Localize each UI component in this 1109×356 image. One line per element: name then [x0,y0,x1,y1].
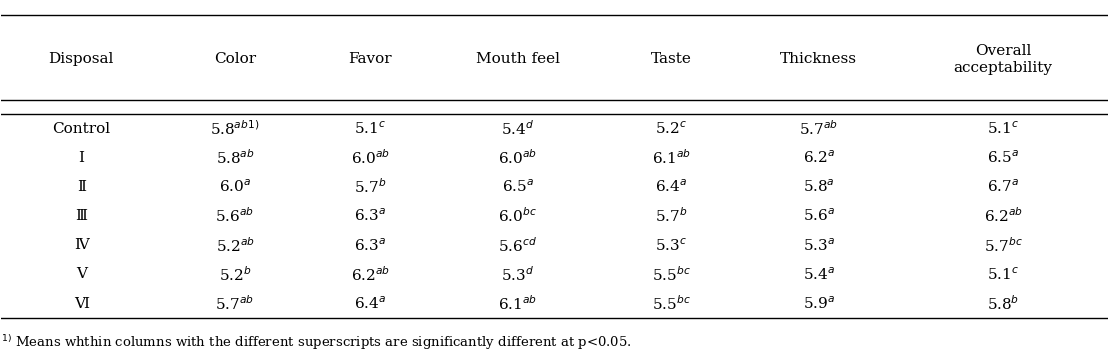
Text: 6.5$^{a}$: 6.5$^{a}$ [501,179,533,195]
Text: 5.1$^{c}$: 5.1$^{c}$ [987,266,1019,283]
Text: Favor: Favor [348,52,391,67]
Text: Color: Color [214,52,256,67]
Text: 6.1$^{ab}$: 6.1$^{ab}$ [498,294,537,313]
Text: 5.3$^{c}$: 5.3$^{c}$ [655,237,688,253]
Text: 6.1$^{ab}$: 6.1$^{ab}$ [652,148,691,167]
Text: 5.6$^{ab}$: 5.6$^{ab}$ [215,207,255,225]
Text: 5.5$^{bc}$: 5.5$^{bc}$ [652,265,691,284]
Text: 6.4$^{a}$: 6.4$^{a}$ [354,295,386,312]
Text: 5.8$^{b}$: 5.8$^{b}$ [987,294,1019,313]
Text: 5.8$^{ab1)}$: 5.8$^{ab1)}$ [211,119,260,138]
Text: Ⅳ: Ⅳ [74,238,89,252]
Text: Ⅴ: Ⅴ [75,267,87,282]
Text: 5.6$^{cd}$: 5.6$^{cd}$ [498,236,537,255]
Text: Overall
acceptability: Overall acceptability [954,44,1052,74]
Text: 5.7$^{bc}$: 5.7$^{bc}$ [984,236,1022,255]
Text: 5.6$^{a}$: 5.6$^{a}$ [803,208,835,224]
Text: 5.2$^{ab}$: 5.2$^{ab}$ [215,236,254,255]
Text: 5.4$^{d}$: 5.4$^{d}$ [501,119,535,138]
Text: 6.0$^{bc}$: 6.0$^{bc}$ [498,207,537,225]
Text: 5.2$^{b}$: 5.2$^{b}$ [218,265,251,284]
Text: 5.3$^{a}$: 5.3$^{a}$ [803,237,835,253]
Text: Taste: Taste [651,52,692,67]
Text: Mouth feel: Mouth feel [476,52,560,67]
Text: 5.7$^{ab}$: 5.7$^{ab}$ [800,119,838,138]
Text: Thickness: Thickness [781,52,857,67]
Text: 6.2$^{ab}$: 6.2$^{ab}$ [984,207,1022,225]
Text: Ⅰ: Ⅰ [79,151,84,165]
Text: 6.7$^{a}$: 6.7$^{a}$ [987,179,1019,195]
Text: 6.0$^{ab}$: 6.0$^{ab}$ [350,148,389,167]
Text: Control: Control [52,122,110,136]
Text: 5.8$^{a}$: 5.8$^{a}$ [803,179,835,195]
Text: 5.4$^{a}$: 5.4$^{a}$ [803,266,835,283]
Text: 5.1$^{c}$: 5.1$^{c}$ [354,120,386,137]
Text: 5.8$^{ab}$: 5.8$^{ab}$ [215,148,254,167]
Text: 5.1$^{c}$: 5.1$^{c}$ [987,120,1019,137]
Text: 6.0$^{a}$: 6.0$^{a}$ [218,179,251,195]
Text: 6.3$^{a}$: 6.3$^{a}$ [354,208,386,224]
Text: Disposal: Disposal [49,52,114,67]
Text: 5.2$^{c}$: 5.2$^{c}$ [655,120,688,137]
Text: 5.9$^{a}$: 5.9$^{a}$ [803,295,835,312]
Text: 6.5$^{a}$: 6.5$^{a}$ [987,150,1019,166]
Text: $^{1)}$ Means whthin columns with the different superscripts are significantly d: $^{1)}$ Means whthin columns with the di… [1,333,632,352]
Text: Ⅵ: Ⅵ [74,297,89,310]
Text: 5.3$^{d}$: 5.3$^{d}$ [501,265,535,284]
Text: 5.7$^{ab}$: 5.7$^{ab}$ [215,294,255,313]
Text: 5.5$^{bc}$: 5.5$^{bc}$ [652,294,691,313]
Text: Ⅲ: Ⅲ [75,209,88,223]
Text: 6.2$^{a}$: 6.2$^{a}$ [803,150,835,166]
Text: 5.7$^{b}$: 5.7$^{b}$ [354,178,386,196]
Text: 6.0$^{ab}$: 6.0$^{ab}$ [498,148,537,167]
Text: 6.4$^{a}$: 6.4$^{a}$ [655,179,688,195]
Text: 6.3$^{a}$: 6.3$^{a}$ [354,237,386,253]
Text: 5.7$^{b}$: 5.7$^{b}$ [655,207,688,225]
Text: 6.2$^{ab}$: 6.2$^{ab}$ [350,265,389,284]
Text: Ⅱ: Ⅱ [77,180,85,194]
